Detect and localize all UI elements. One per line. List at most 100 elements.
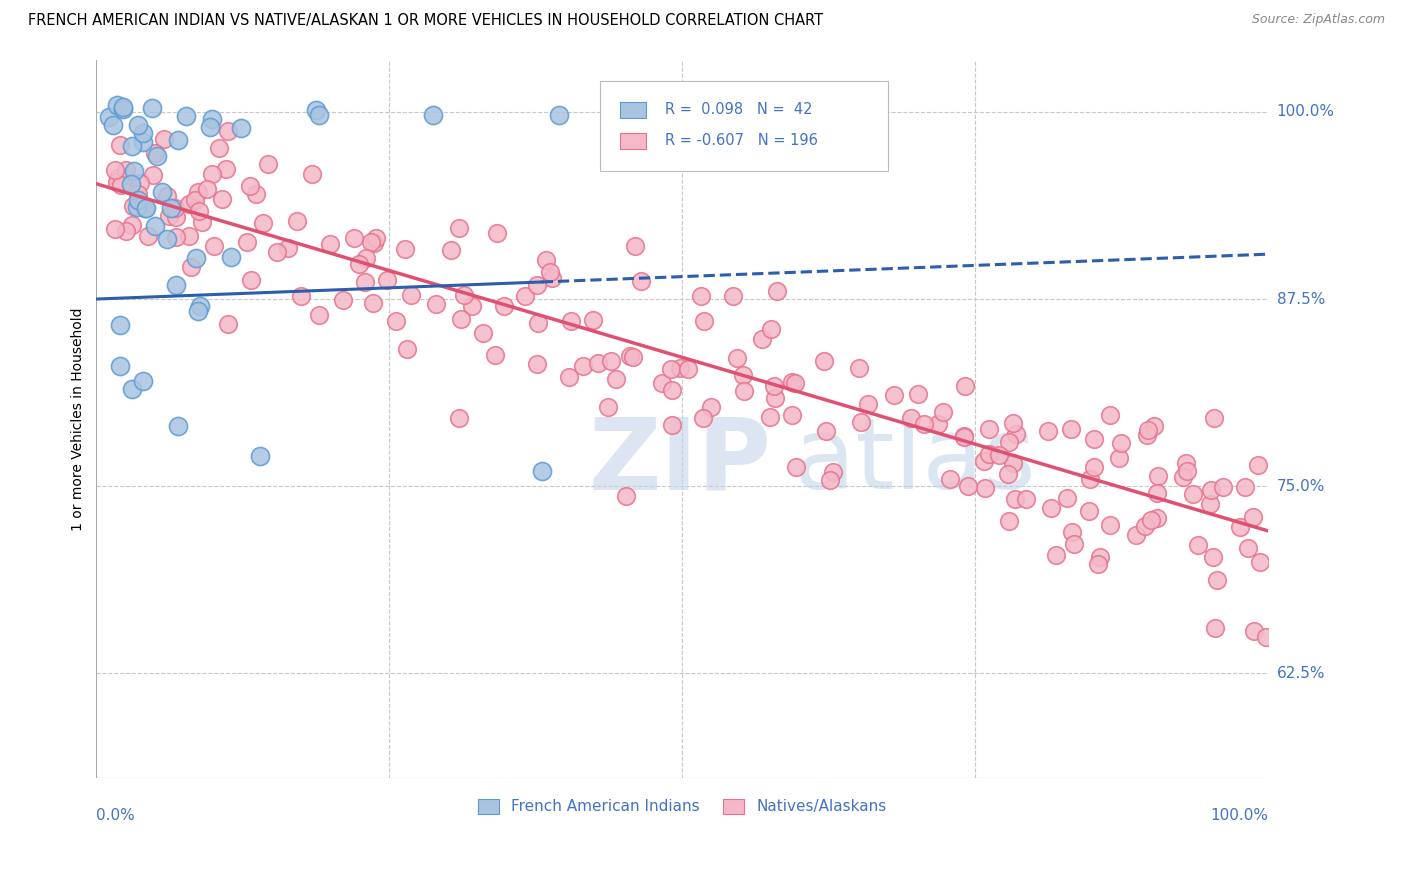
Point: [813, 353, 835, 368]
Point: [700, 400, 723, 414]
Point: [180, 260, 202, 275]
Point: [1083, 460, 1105, 475]
Point: [952, 430, 974, 444]
Point: [494, 299, 516, 313]
Point: [201, 112, 224, 127]
Point: [188, 299, 211, 313]
Point: [122, 199, 145, 213]
Point: [177, 229, 200, 244]
Point: [588, 356, 610, 370]
Point: [121, 219, 143, 233]
Point: [363, 235, 385, 250]
Point: [692, 314, 714, 328]
Point: [104, 221, 127, 235]
Point: [394, 242, 416, 256]
Point: [988, 448, 1011, 462]
Point: [1056, 491, 1078, 506]
Point: [156, 189, 179, 203]
Point: [332, 293, 354, 307]
Point: [623, 238, 645, 252]
Point: [548, 108, 571, 122]
Point: [692, 411, 714, 425]
Point: [1256, 630, 1278, 644]
Point: [766, 284, 789, 298]
Point: [973, 454, 995, 468]
Point: [1002, 456, 1025, 470]
Point: [165, 229, 187, 244]
Point: [166, 133, 188, 147]
Point: [818, 473, 841, 487]
Point: [236, 235, 259, 249]
Point: [651, 376, 673, 390]
Point: [1125, 528, 1147, 542]
Point: [957, 479, 980, 493]
Point: [762, 379, 785, 393]
Point: [163, 202, 186, 216]
Point: [208, 141, 231, 155]
Point: [108, 318, 131, 332]
Text: R = -0.607   N = 196: R = -0.607 N = 196: [665, 133, 818, 148]
Point: [571, 359, 593, 373]
Point: [266, 244, 288, 259]
Point: [249, 449, 271, 463]
Point: [1136, 428, 1159, 442]
Point: [785, 459, 807, 474]
Point: [453, 288, 475, 302]
Point: [160, 201, 183, 215]
Point: [231, 121, 253, 136]
Point: [998, 514, 1021, 528]
Point: [354, 252, 377, 266]
Point: [1247, 458, 1270, 472]
Point: [759, 322, 782, 336]
Point: [184, 252, 207, 266]
Text: Source: ZipAtlas.com: Source: ZipAtlas.com: [1251, 13, 1385, 27]
Point: [1088, 550, 1111, 565]
Point: [122, 164, 145, 178]
Point: [1181, 487, 1204, 501]
Point: [425, 296, 447, 310]
Point: [440, 243, 463, 257]
Point: [1199, 498, 1222, 512]
Text: 0.0%: 0.0%: [97, 808, 135, 823]
Point: [1229, 520, 1251, 534]
Point: [1205, 574, 1227, 588]
Point: [1001, 416, 1024, 430]
Point: [1063, 537, 1085, 551]
Point: [190, 215, 212, 229]
Point: [1004, 491, 1026, 506]
Point: [449, 220, 471, 235]
Point: [538, 265, 561, 279]
Point: [141, 101, 163, 115]
Point: [1060, 422, 1083, 436]
Point: [659, 361, 682, 376]
Point: [1078, 504, 1101, 518]
Point: [187, 304, 209, 318]
Point: [156, 232, 179, 246]
Point: [157, 209, 180, 223]
Point: [257, 157, 280, 171]
Point: [128, 177, 150, 191]
Point: [1040, 500, 1063, 515]
Point: [165, 277, 187, 292]
Point: [955, 378, 977, 392]
Point: [1087, 557, 1109, 571]
Point: [526, 277, 548, 292]
Point: [201, 167, 224, 181]
Point: [384, 314, 406, 328]
Point: [134, 201, 156, 215]
Point: [239, 178, 262, 193]
Bar: [620, 133, 645, 149]
Point: [375, 273, 398, 287]
Text: atlas: atlas: [794, 413, 1035, 510]
Point: [513, 288, 536, 302]
Point: [1004, 427, 1026, 442]
Point: [319, 236, 342, 251]
Point: [132, 126, 155, 140]
Point: [484, 348, 506, 362]
Point: [252, 215, 274, 229]
Point: [132, 135, 155, 149]
Point: [977, 422, 1000, 436]
Point: [308, 308, 330, 322]
Point: [851, 415, 873, 429]
Point: [111, 100, 134, 114]
